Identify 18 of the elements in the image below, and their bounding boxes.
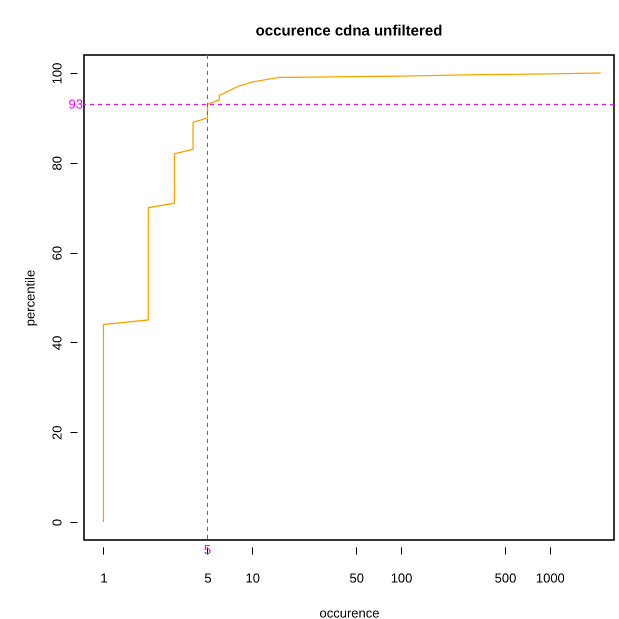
y-axis-title: percentile bbox=[22, 270, 38, 326]
x-tick-label: 5 bbox=[204, 570, 212, 586]
x-tick-label: 50 bbox=[350, 570, 364, 586]
x-axis-title: occurence bbox=[320, 606, 380, 619]
y-tick-label: 0 bbox=[50, 518, 64, 526]
y-tick-label: 60 bbox=[50, 246, 64, 260]
x-tick-label: 500 bbox=[494, 570, 516, 586]
y-tick-label: 100 bbox=[50, 62, 64, 84]
x-tick-label: 1 bbox=[100, 570, 108, 586]
x-tick-label: 100 bbox=[390, 570, 412, 586]
x-tick-label: 10 bbox=[246, 570, 260, 586]
chart-title: occurence cdna unfiltered bbox=[256, 22, 442, 40]
ref-line-label: 93 bbox=[68, 96, 83, 112]
y-tick-label: 20 bbox=[50, 425, 64, 440]
y-tick-label: 80 bbox=[50, 156, 64, 171]
x-tick-label: 1000 bbox=[536, 570, 565, 586]
ref-line-label: 5 bbox=[204, 542, 212, 557]
y-tick-label: 40 bbox=[50, 336, 64, 350]
